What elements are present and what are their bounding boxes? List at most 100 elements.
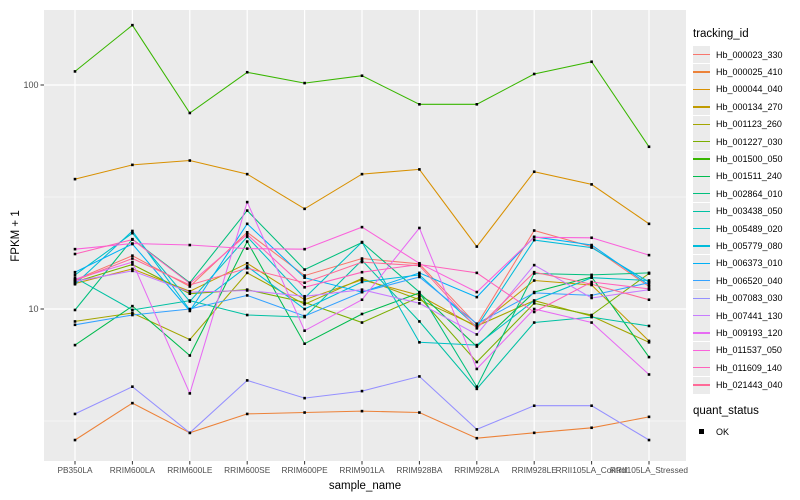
- legend-key: [693, 133, 710, 151]
- legend-key: [693, 272, 710, 290]
- legend-key-line-icon: [693, 54, 710, 56]
- data-point: [360, 278, 364, 282]
- data-point: [475, 290, 479, 294]
- data-point: [532, 272, 536, 275]
- data-point: [647, 285, 651, 288]
- legend-item: Hb_001511_240: [693, 167, 799, 185]
- x-tick-label: RRIM600SE: [224, 465, 271, 475]
- data-point: [418, 273, 421, 277]
- data-point: [73, 276, 77, 279]
- data-point: [131, 401, 134, 405]
- data-point: [475, 333, 479, 336]
- data-point: [418, 295, 421, 299]
- data-point: [245, 235, 249, 239]
- data-point: [303, 274, 306, 277]
- data-point: [73, 247, 77, 251]
- legend-key: [693, 341, 710, 359]
- data-point: [532, 404, 536, 408]
- data-point: [131, 163, 134, 167]
- x-tick-label: RRIM901LA: [339, 465, 385, 475]
- legend-item: Hb_005779_080: [693, 237, 799, 255]
- data-point: [360, 260, 364, 264]
- data-point: [303, 285, 306, 289]
- legend-key: [693, 46, 710, 64]
- data-point: [647, 298, 651, 302]
- data-point: [475, 367, 479, 371]
- data-point: [73, 70, 77, 73]
- data-point: [245, 222, 249, 226]
- legend-label: Hb_001123_260: [716, 119, 782, 130]
- legend-key: [693, 376, 710, 394]
- data-point: [188, 392, 192, 395]
- data-point: [590, 315, 593, 319]
- legend-key-line-icon: [693, 193, 710, 195]
- data-point: [532, 431, 536, 435]
- data-point: [360, 74, 364, 78]
- data-point: [475, 322, 479, 325]
- legend-item: Hb_006373_010: [693, 254, 799, 272]
- legend-key-line-icon: [693, 158, 710, 160]
- data-point: [532, 229, 536, 232]
- legend-label: Hb_000023_330: [716, 49, 783, 60]
- data-point: [475, 428, 479, 431]
- legend-key: [693, 98, 710, 116]
- data-point: [303, 296, 306, 300]
- x-tick-label: RRIM928LA: [454, 465, 500, 475]
- x-tick-label: RRIM928LE: [512, 465, 558, 475]
- data-point: [647, 281, 651, 285]
- data-point: [418, 302, 421, 305]
- x-tick-label: RRIM600LA: [110, 465, 156, 475]
- data-point: [647, 438, 651, 442]
- data-point: [418, 103, 421, 106]
- legend-label: Hb_021443_040: [716, 380, 783, 391]
- data-point: [360, 172, 364, 176]
- data-point: [131, 238, 134, 241]
- legend-title-quant-status: quant_status: [693, 404, 759, 417]
- x-axis-title: sample_name: [328, 480, 402, 492]
- data-point: [303, 411, 306, 414]
- data-point: [590, 280, 593, 284]
- data-point: [131, 313, 134, 317]
- data-point: [303, 247, 306, 251]
- data-point: [647, 287, 651, 291]
- legend-key-line-icon: [693, 297, 710, 299]
- data-point: [245, 261, 249, 265]
- legend-key: [693, 185, 710, 203]
- y-tick-label: 100: [23, 80, 38, 90]
- data-point: [73, 252, 77, 256]
- data-point: [647, 253, 651, 257]
- data-point: [303, 81, 306, 85]
- data-point: [303, 268, 306, 271]
- legend-label-ok: OK: [716, 426, 730, 437]
- data-point: [418, 275, 421, 279]
- data-point: [188, 309, 192, 313]
- x-tick-label: RRIM928BA: [396, 465, 443, 475]
- data-point: [418, 341, 421, 344]
- y-axis-title: FPKM + 1: [10, 210, 22, 262]
- data-point: [245, 412, 249, 416]
- data-point: [360, 280, 364, 284]
- legend-item: Hb_001123_260: [693, 115, 799, 133]
- data-point: [131, 260, 134, 264]
- legend-key-line-icon: [693, 314, 710, 317]
- legend-key: [693, 80, 710, 98]
- data-point: [360, 409, 364, 413]
- legend-key-line-icon: [693, 227, 710, 230]
- data-point: [245, 271, 249, 275]
- data-point: [303, 207, 306, 211]
- data-point: [418, 298, 421, 302]
- data-point: [245, 233, 249, 236]
- legend-item: Hb_021443_040: [693, 376, 799, 394]
- data-point: [245, 240, 249, 243]
- legend-key-line-icon: [693, 245, 710, 247]
- legend-key-line-icon: [693, 210, 710, 212]
- data-point: [360, 290, 364, 294]
- legend-item: Hb_007083_030: [693, 289, 799, 307]
- data-point: [532, 321, 536, 324]
- legend-label: Hb_005489_020: [716, 223, 783, 234]
- data-point: [131, 242, 134, 245]
- data-point: [590, 243, 593, 247]
- data-point: [360, 240, 364, 244]
- legend-item: Hb_009193_120: [693, 324, 799, 342]
- data-point: [188, 283, 192, 287]
